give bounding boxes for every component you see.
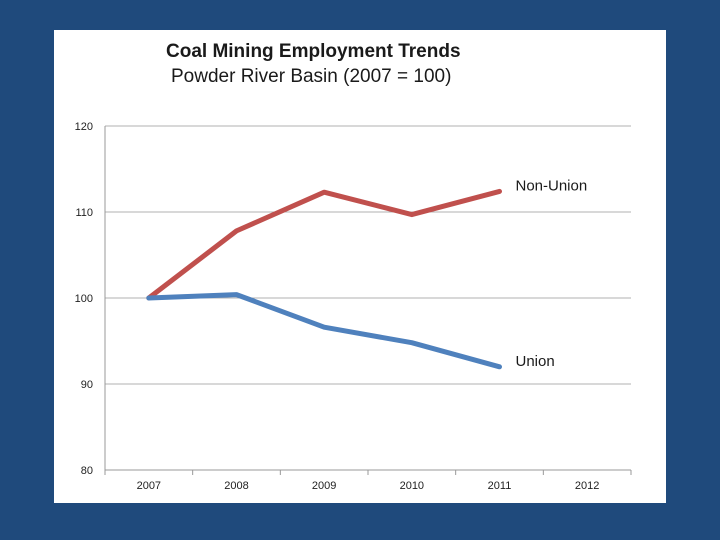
chart-title: Coal Mining Employment Trends [166,41,461,62]
y-tick-label: 120 [75,121,93,133]
y-tick-label: 100 [75,293,93,305]
x-tick-label: 2008 [224,480,248,492]
series-labels: Non-Union Union [516,177,588,369]
y-tick-label: 80 [81,465,93,477]
x-tick-label: 2007 [137,480,161,492]
line-chart: Coal Mining Employment Trends Powder Riv… [75,41,632,492]
chart-card: Coal Mining Employment Trends Powder Riv… [54,30,666,503]
x-axis-ticks: 2007 2008 2009 2010 2011 2012 [104,470,632,492]
y-axis-ticks: 120 110 100 90 80 [75,121,93,477]
y-tick-label: 90 [81,379,93,391]
series-label-non-union: Non-Union [516,177,588,194]
series-line-non-union [146,188,502,301]
chart-subtitle: Powder River Basin (2007 = 100) [171,66,451,87]
x-tick-label: 2010 [400,480,424,492]
x-tick-label: 2012 [575,480,599,492]
x-tick-label: 2009 [312,480,336,492]
series-label-union: Union [516,353,555,370]
series-line-union [146,292,502,370]
series-lines [146,188,502,370]
x-tick-label: 2011 [488,480,512,492]
y-tick-label: 110 [75,207,93,219]
